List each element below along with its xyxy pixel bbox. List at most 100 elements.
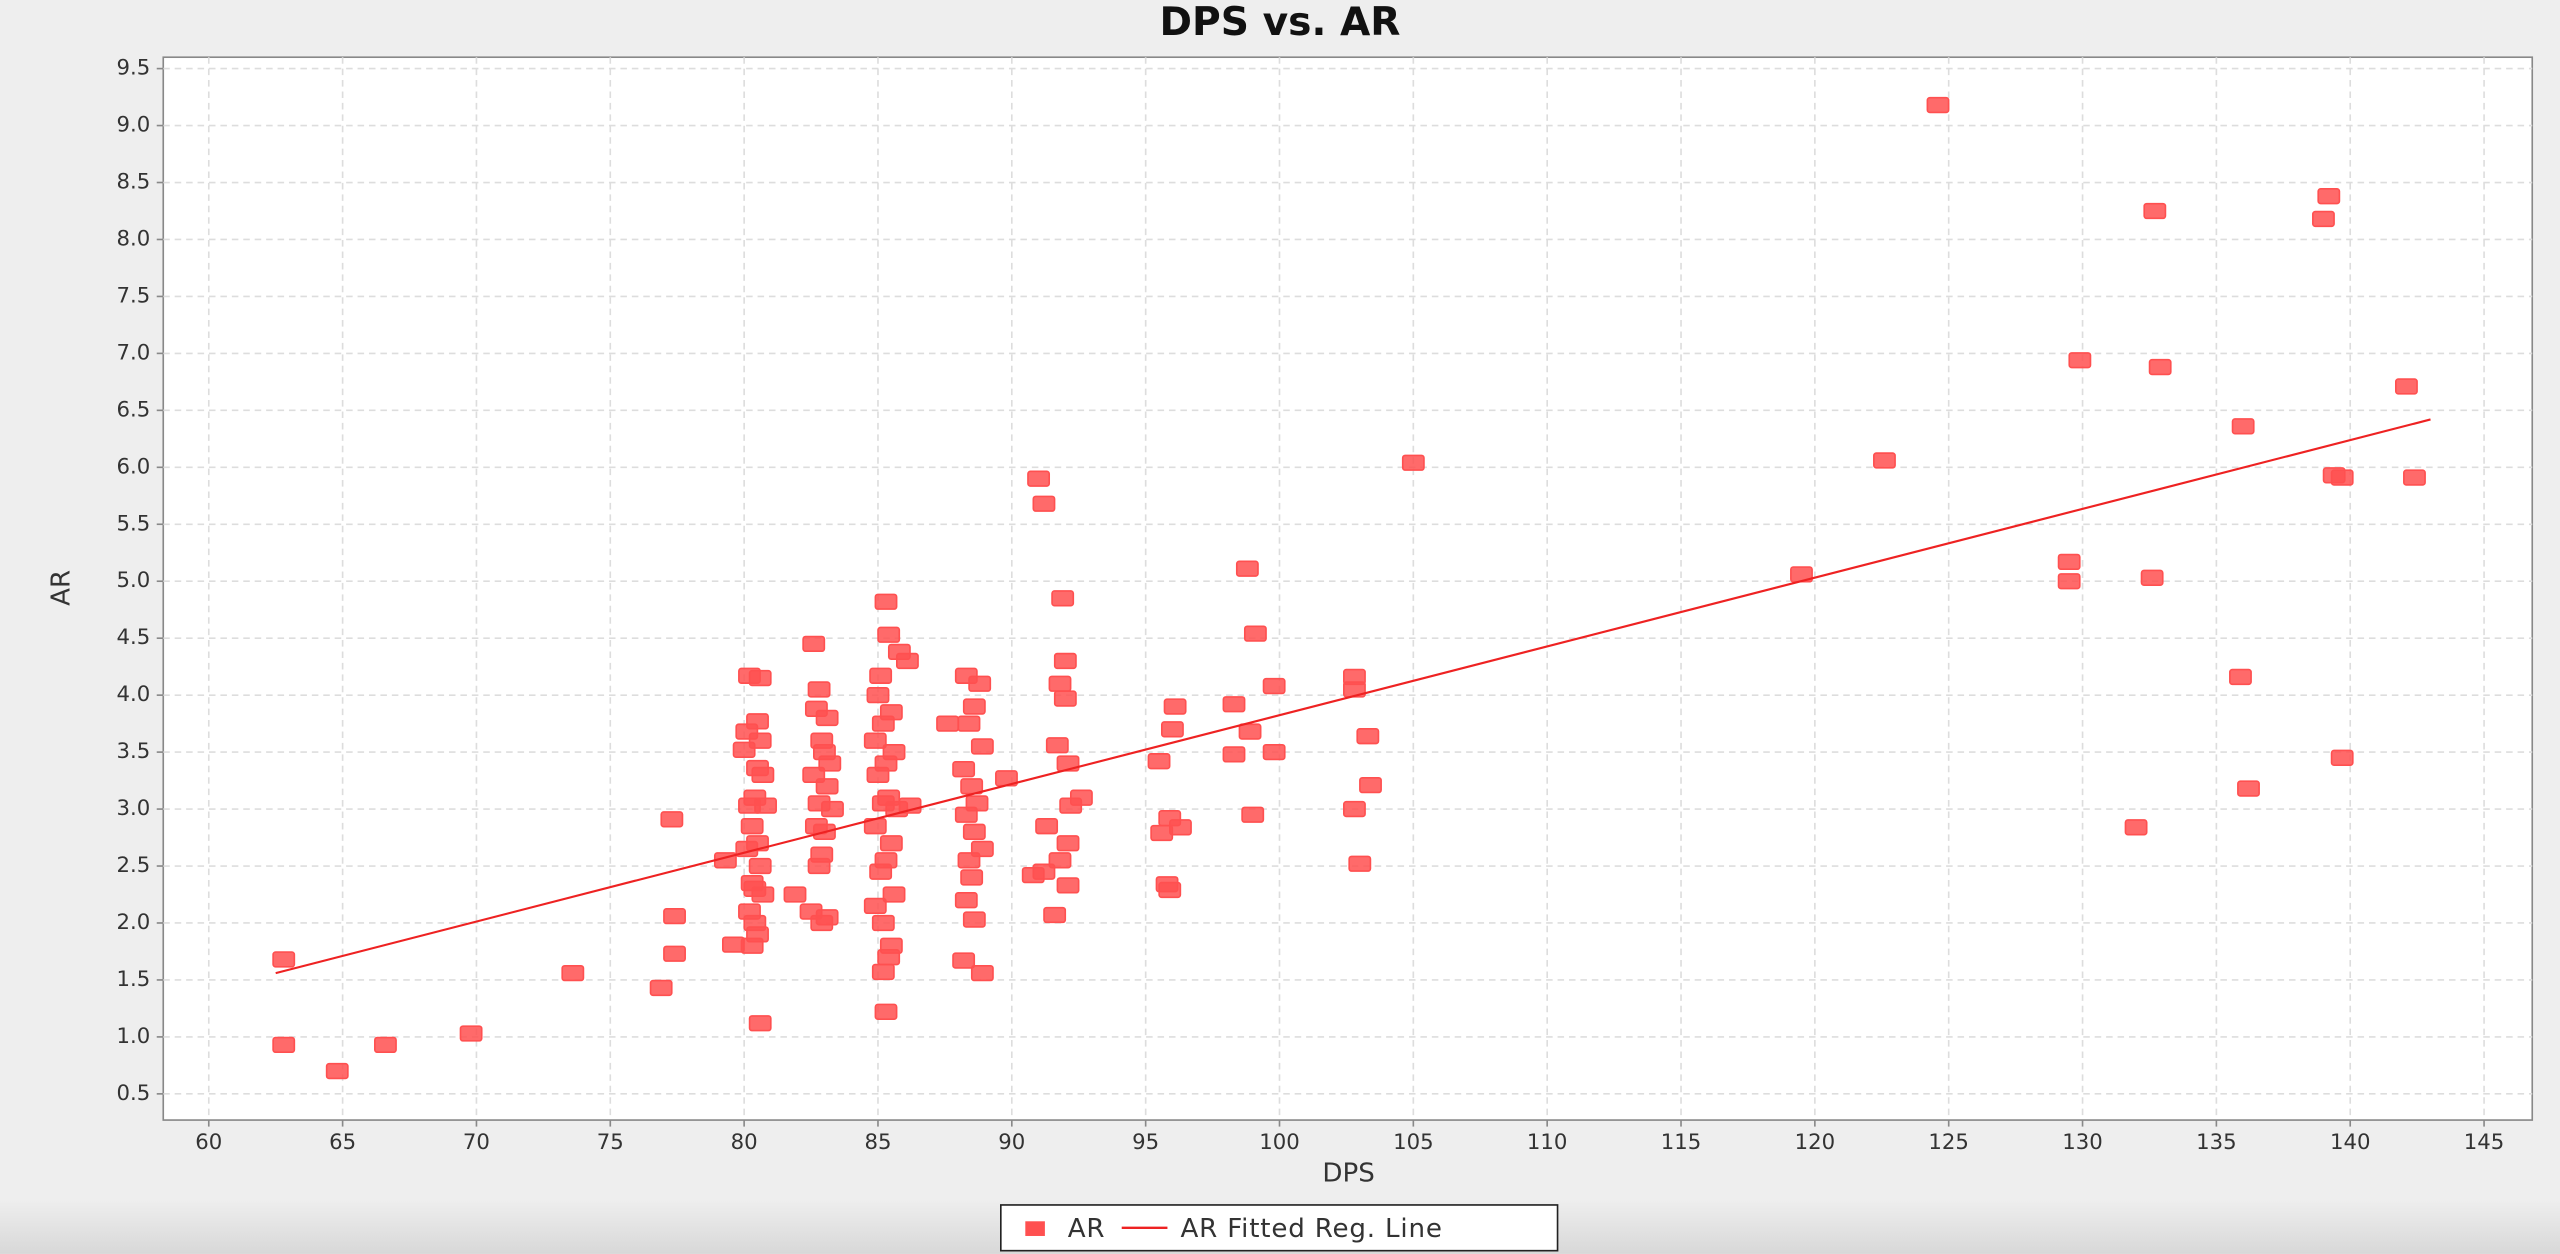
scatter-point	[1021, 866, 1045, 884]
y-tick-label: 9.5	[116, 56, 150, 81]
legend-swatch	[1025, 1221, 1045, 1236]
y-tick-label: 4.0	[116, 682, 150, 707]
scatter-point	[1401, 454, 1425, 471]
scatter-point	[1169, 819, 1192, 836]
scatter-point	[1243, 625, 1267, 642]
scatter-point	[869, 863, 893, 880]
scatter-point	[1048, 852, 1072, 869]
y-tick-label: 6.5	[116, 397, 150, 422]
y-tick-label: 8.5	[116, 170, 150, 195]
y-tick-label: 2.5	[116, 853, 150, 878]
scatter-point	[2330, 749, 2354, 766]
scatter-point	[874, 1003, 898, 1021]
scatter-point	[1926, 96, 1950, 114]
scatter-point	[272, 1036, 296, 1054]
scatter-point	[866, 766, 890, 784]
y-tick-label: 6.0	[116, 454, 150, 479]
scatter-point	[863, 897, 887, 915]
scatter-point	[970, 738, 994, 755]
x-tick-label: 75	[597, 1130, 624, 1155]
scatter-point	[1048, 675, 1072, 692]
y-tick-label: 3.5	[116, 739, 150, 764]
scatter-point	[962, 911, 986, 928]
scatter-point	[2068, 352, 2092, 369]
scatter-point	[960, 869, 984, 886]
x-tick-label: 135	[2196, 1130, 2237, 1155]
scatter-point	[1238, 723, 1262, 740]
scatter-point	[1027, 470, 1051, 487]
scatter-point	[740, 817, 764, 835]
scatter-point	[815, 709, 839, 727]
y-tick-label: 7.5	[116, 283, 150, 308]
scatter-point	[877, 948, 901, 966]
scatter-point	[1056, 877, 1080, 894]
scatter-point	[2143, 202, 2167, 220]
scatter-point	[1348, 855, 1372, 872]
scatter-point	[871, 715, 895, 732]
x-tick-label: 70	[463, 1130, 490, 1155]
scatter-point	[1262, 677, 1286, 695]
scatter-point	[810, 914, 834, 932]
scatter-point	[871, 914, 895, 932]
x-tick-label: 110	[1527, 1130, 1568, 1155]
scatter-point	[2057, 573, 2081, 590]
scatter-point	[802, 635, 826, 653]
scatter-point	[2124, 819, 2148, 836]
scatter-point	[1343, 800, 1366, 818]
scatter-point	[2330, 469, 2354, 486]
y-tick-label: 4.5	[116, 625, 150, 650]
scatter-point	[1359, 776, 1382, 794]
scatter-point	[954, 892, 978, 909]
legend-box	[1000, 1204, 1559, 1252]
legend: AR AR Fitted Reg. Line	[1000, 1204, 1559, 1252]
scatter-point	[2057, 553, 2081, 571]
scatter-point	[2231, 418, 2255, 435]
x-tick-label: 120	[1795, 1130, 1836, 1155]
scatter-point	[748, 669, 772, 687]
scatter-point	[1059, 797, 1083, 814]
scatter-point	[2317, 188, 2341, 205]
scatter-point	[957, 852, 981, 869]
scatter-point	[957, 715, 981, 732]
scatter-point	[751, 766, 775, 784]
scatter-point	[1235, 560, 1259, 577]
y-tick-label: 0.5	[116, 1081, 150, 1106]
y-tick-label: 2.0	[116, 910, 150, 935]
scatter-point	[871, 963, 895, 981]
x-tick-label: 80	[731, 1130, 758, 1155]
scatter-point	[821, 800, 844, 818]
y-tick-label: 1.5	[116, 967, 150, 992]
x-tick-label: 130	[2062, 1130, 2103, 1155]
y-tick-label: 8.0	[116, 226, 150, 251]
x-tick-label: 60	[195, 1130, 222, 1155]
scatter-point	[754, 797, 777, 814]
scatter-point	[459, 1025, 483, 1042]
scatter-point	[2140, 569, 2164, 586]
scatter-point	[952, 952, 976, 969]
x-tick-label: 145	[2464, 1130, 2505, 1155]
scatter-point	[1032, 495, 1056, 512]
scatter-point	[2312, 210, 2335, 228]
legend-label: AR	[1068, 1214, 1106, 1244]
x-tick-label: 100	[1259, 1130, 1300, 1155]
scatter-point	[1043, 906, 1067, 924]
scatter-point	[1222, 746, 1246, 763]
scatter-point	[882, 886, 906, 903]
scatter-point	[936, 715, 960, 732]
scatter-point	[1053, 690, 1077, 707]
x-tick-label: 105	[1393, 1130, 1434, 1155]
scatter-point	[748, 1015, 772, 1032]
scatter-point	[325, 1062, 349, 1080]
scatter-point	[1356, 727, 1380, 745]
y-tick-label: 1.0	[116, 1024, 150, 1049]
scatter-point	[2148, 358, 2172, 376]
x-tick-label: 140	[2330, 1130, 2371, 1155]
scatter-point	[2395, 378, 2418, 395]
scatter-point	[954, 806, 978, 823]
scatter-point	[1160, 721, 1184, 738]
x-tick-label: 95	[1132, 1130, 1159, 1155]
scatter-point	[1873, 452, 1896, 469]
x-tick-label: 65	[329, 1130, 356, 1155]
